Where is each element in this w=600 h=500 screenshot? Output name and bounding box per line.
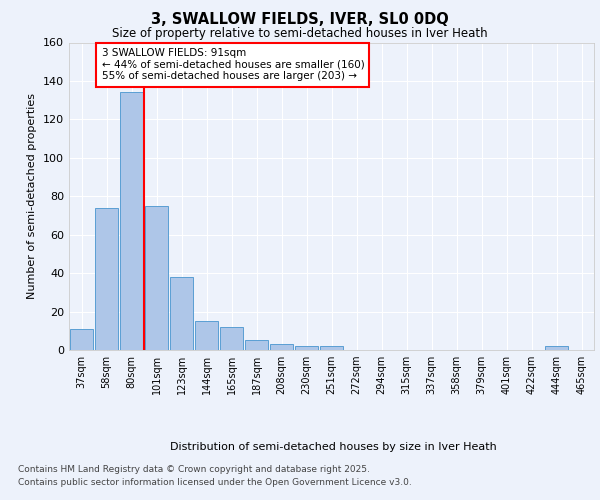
Text: 3 SWALLOW FIELDS: 91sqm
← 44% of semi-detached houses are smaller (160)
55% of s: 3 SWALLOW FIELDS: 91sqm ← 44% of semi-de… [101, 48, 364, 82]
Text: Contains HM Land Registry data © Crown copyright and database right 2025.: Contains HM Land Registry data © Crown c… [18, 466, 370, 474]
Bar [545, 346, 568, 350]
Bar [170, 277, 193, 350]
Bar [270, 344, 293, 350]
Bar [145, 206, 168, 350]
Bar [70, 329, 93, 350]
Bar [220, 327, 243, 350]
Text: Distribution of semi-detached houses by size in Iver Heath: Distribution of semi-detached houses by … [170, 442, 496, 452]
Bar [295, 346, 318, 350]
Bar [195, 321, 218, 350]
Text: Size of property relative to semi-detached houses in Iver Heath: Size of property relative to semi-detach… [112, 28, 488, 40]
Bar [320, 346, 343, 350]
Bar [95, 208, 118, 350]
Text: 3, SWALLOW FIELDS, IVER, SL0 0DQ: 3, SWALLOW FIELDS, IVER, SL0 0DQ [151, 12, 449, 28]
Bar [245, 340, 268, 350]
Y-axis label: Number of semi-detached properties: Number of semi-detached properties [28, 93, 37, 299]
Text: Contains public sector information licensed under the Open Government Licence v3: Contains public sector information licen… [18, 478, 412, 487]
Bar [120, 92, 143, 350]
